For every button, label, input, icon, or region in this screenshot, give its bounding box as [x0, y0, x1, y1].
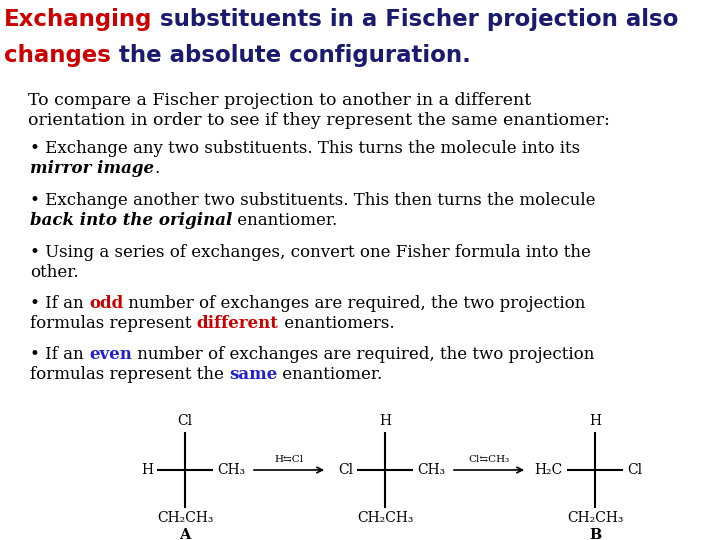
- Text: even: even: [89, 346, 132, 363]
- Text: enantiomers.: enantiomers.: [279, 315, 395, 332]
- Text: other.: other.: [30, 264, 78, 281]
- Text: the absolute configuration.: the absolute configuration.: [111, 44, 471, 67]
- Text: H: H: [141, 463, 153, 477]
- Text: H⇆Cl: H⇆Cl: [274, 454, 304, 463]
- Text: same: same: [229, 366, 277, 383]
- Text: CH₃: CH₃: [417, 463, 445, 477]
- Text: CH₂CH₃: CH₂CH₃: [157, 511, 213, 525]
- Text: formulas represent the: formulas represent the: [30, 366, 229, 383]
- Text: • If an: • If an: [30, 295, 89, 312]
- Text: number of exchanges are required, the two projection: number of exchanges are required, the tw…: [123, 295, 585, 312]
- Text: • If an: • If an: [30, 346, 89, 363]
- Text: CH₂CH₃: CH₂CH₃: [357, 511, 413, 525]
- Text: changes: changes: [4, 44, 111, 67]
- Text: CH₃: CH₃: [217, 463, 245, 477]
- Text: Cl: Cl: [177, 414, 192, 428]
- Text: To compare a Fischer projection to another in a different: To compare a Fischer projection to anoth…: [28, 92, 531, 109]
- Text: CH₂CH₃: CH₂CH₃: [567, 511, 624, 525]
- Text: H: H: [379, 414, 391, 428]
- Text: • Exchange any two substituents. This turns the molecule into its: • Exchange any two substituents. This tu…: [30, 140, 585, 157]
- Text: number of exchanges are required, the two projection: number of exchanges are required, the tw…: [132, 346, 594, 363]
- Text: • Exchange another two substituents. This then turns the molecule: • Exchange another two substituents. Thi…: [30, 192, 600, 209]
- Text: Cl: Cl: [627, 463, 642, 477]
- Text: orientation in order to see if they represent the same enantiomer:: orientation in order to see if they repr…: [28, 112, 610, 129]
- Text: formulas represent: formulas represent: [30, 315, 197, 332]
- Text: Cl⇆CH₃: Cl⇆CH₃: [469, 454, 510, 463]
- Text: odd: odd: [89, 295, 123, 312]
- Text: • Using a series of exchanges, convert one Fisher formula into the: • Using a series of exchanges, convert o…: [30, 244, 591, 261]
- Text: back into the original: back into the original: [30, 212, 233, 229]
- Text: A: A: [179, 528, 191, 540]
- Text: substituents in a Fischer projection also: substituents in a Fischer projection als…: [153, 8, 679, 31]
- Text: Exchanging: Exchanging: [4, 8, 153, 31]
- Text: H₂C: H₂C: [535, 463, 563, 477]
- Text: enantiomer.: enantiomer.: [277, 366, 382, 383]
- Text: B: B: [589, 528, 601, 540]
- Text: different: different: [197, 315, 279, 332]
- Text: .: .: [154, 160, 159, 177]
- Text: Cl: Cl: [338, 463, 353, 477]
- Text: enantiomer.: enantiomer.: [233, 212, 338, 229]
- Text: H: H: [589, 414, 601, 428]
- Text: mirror image: mirror image: [30, 160, 154, 177]
